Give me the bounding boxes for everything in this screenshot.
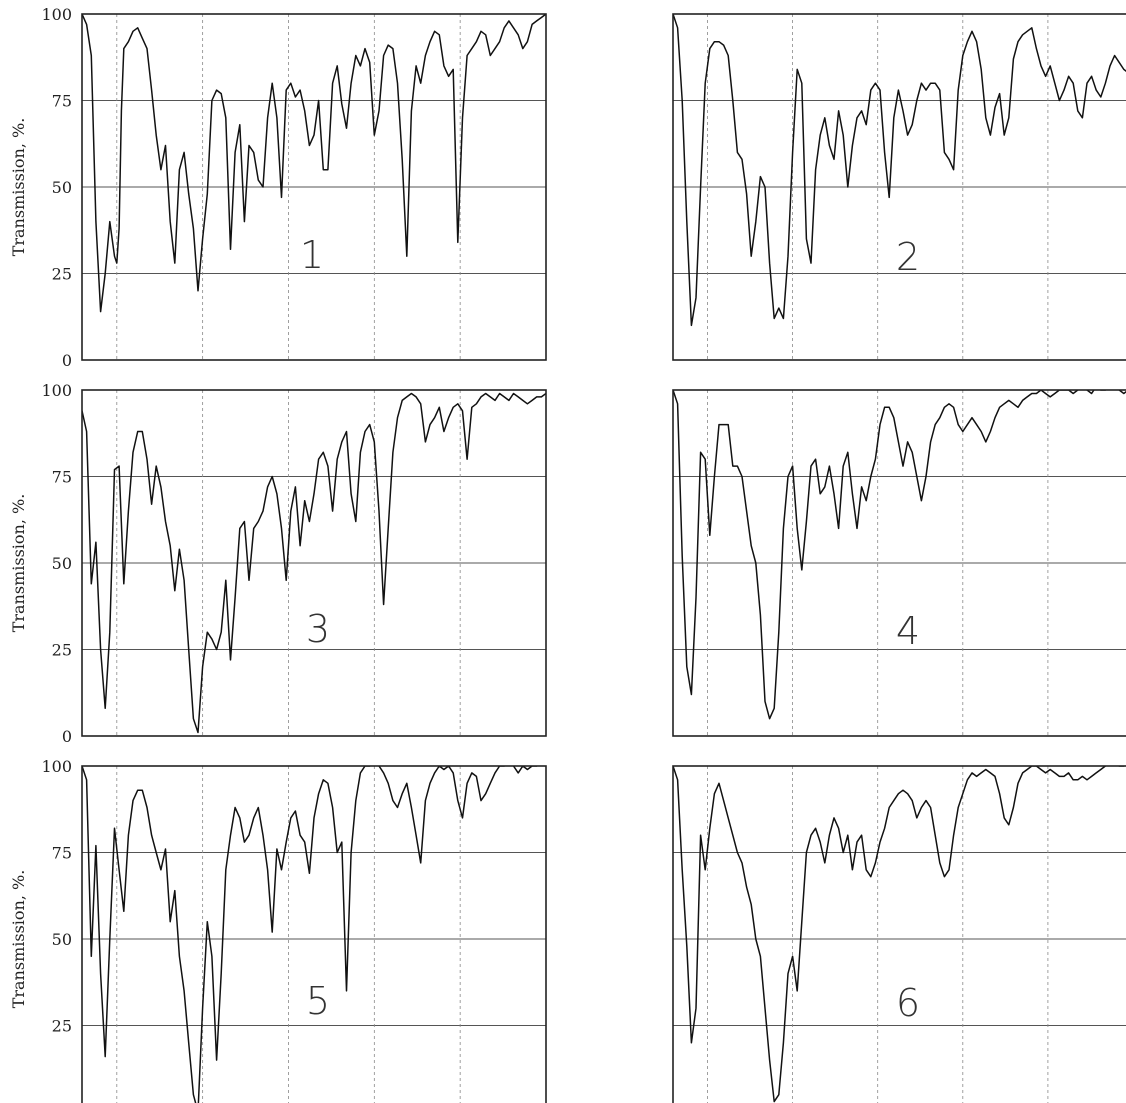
spectrum-trace-6 xyxy=(673,766,1126,1103)
y-tick-label: 25 xyxy=(52,1017,72,1036)
panel-number: 2 xyxy=(896,235,920,279)
panel-number: 5 xyxy=(306,979,330,1023)
y-axis-label: Transmission, %. xyxy=(9,494,28,633)
y-tick-label: 25 xyxy=(52,641,72,660)
plot-frame xyxy=(81,389,547,737)
spectrum-panel-6: 6 xyxy=(672,765,1126,1103)
plot-frame xyxy=(672,765,1126,1103)
spectrum-trace-5 xyxy=(82,766,538,1103)
y-axis-label: Transmission, %. xyxy=(9,118,28,257)
panel-number: 4 xyxy=(896,609,920,653)
spectrum-panel-1: 100 75 50 25 0 Transmission, %. 1 xyxy=(9,5,547,370)
y-tick-label: 75 xyxy=(52,92,72,111)
spectrum-panel-3: 100 75 50 25 0 Transmission, %. 3 xyxy=(9,381,547,746)
plot-frame xyxy=(81,765,547,1103)
spectrum-trace-3 xyxy=(82,392,546,734)
panel-number: 3 xyxy=(306,607,330,651)
y-tick-label: 50 xyxy=(52,554,72,573)
y-tick-label: 50 xyxy=(52,178,72,197)
panel-number: 6 xyxy=(896,981,920,1025)
plot-frame xyxy=(81,13,547,361)
y-tick-label: 75 xyxy=(52,844,72,863)
y-tick-label: 100 xyxy=(41,381,72,400)
panel-number: 1 xyxy=(300,233,324,277)
y-tick-label: 100 xyxy=(41,757,72,776)
y-axis-label: Transmission, %. xyxy=(9,870,28,1009)
y-tick-label: 75 xyxy=(52,468,72,487)
spectrum-trace-4 xyxy=(673,390,1126,720)
y-tick-label: 50 xyxy=(52,930,72,949)
y-tick-label: 100 xyxy=(41,5,72,24)
y-tick-label: 0 xyxy=(62,351,72,370)
y-tick-label: 25 xyxy=(52,265,72,284)
spectrum-trace-2 xyxy=(673,14,1126,327)
y-tick-label: 0 xyxy=(62,727,72,746)
plot-frame xyxy=(672,13,1126,361)
spectrum-panel-4: 4 xyxy=(672,389,1126,737)
spectrum-trace-1 xyxy=(82,14,546,313)
spectrum-panel-2: 2 xyxy=(672,13,1126,361)
plot-frame xyxy=(672,389,1126,737)
